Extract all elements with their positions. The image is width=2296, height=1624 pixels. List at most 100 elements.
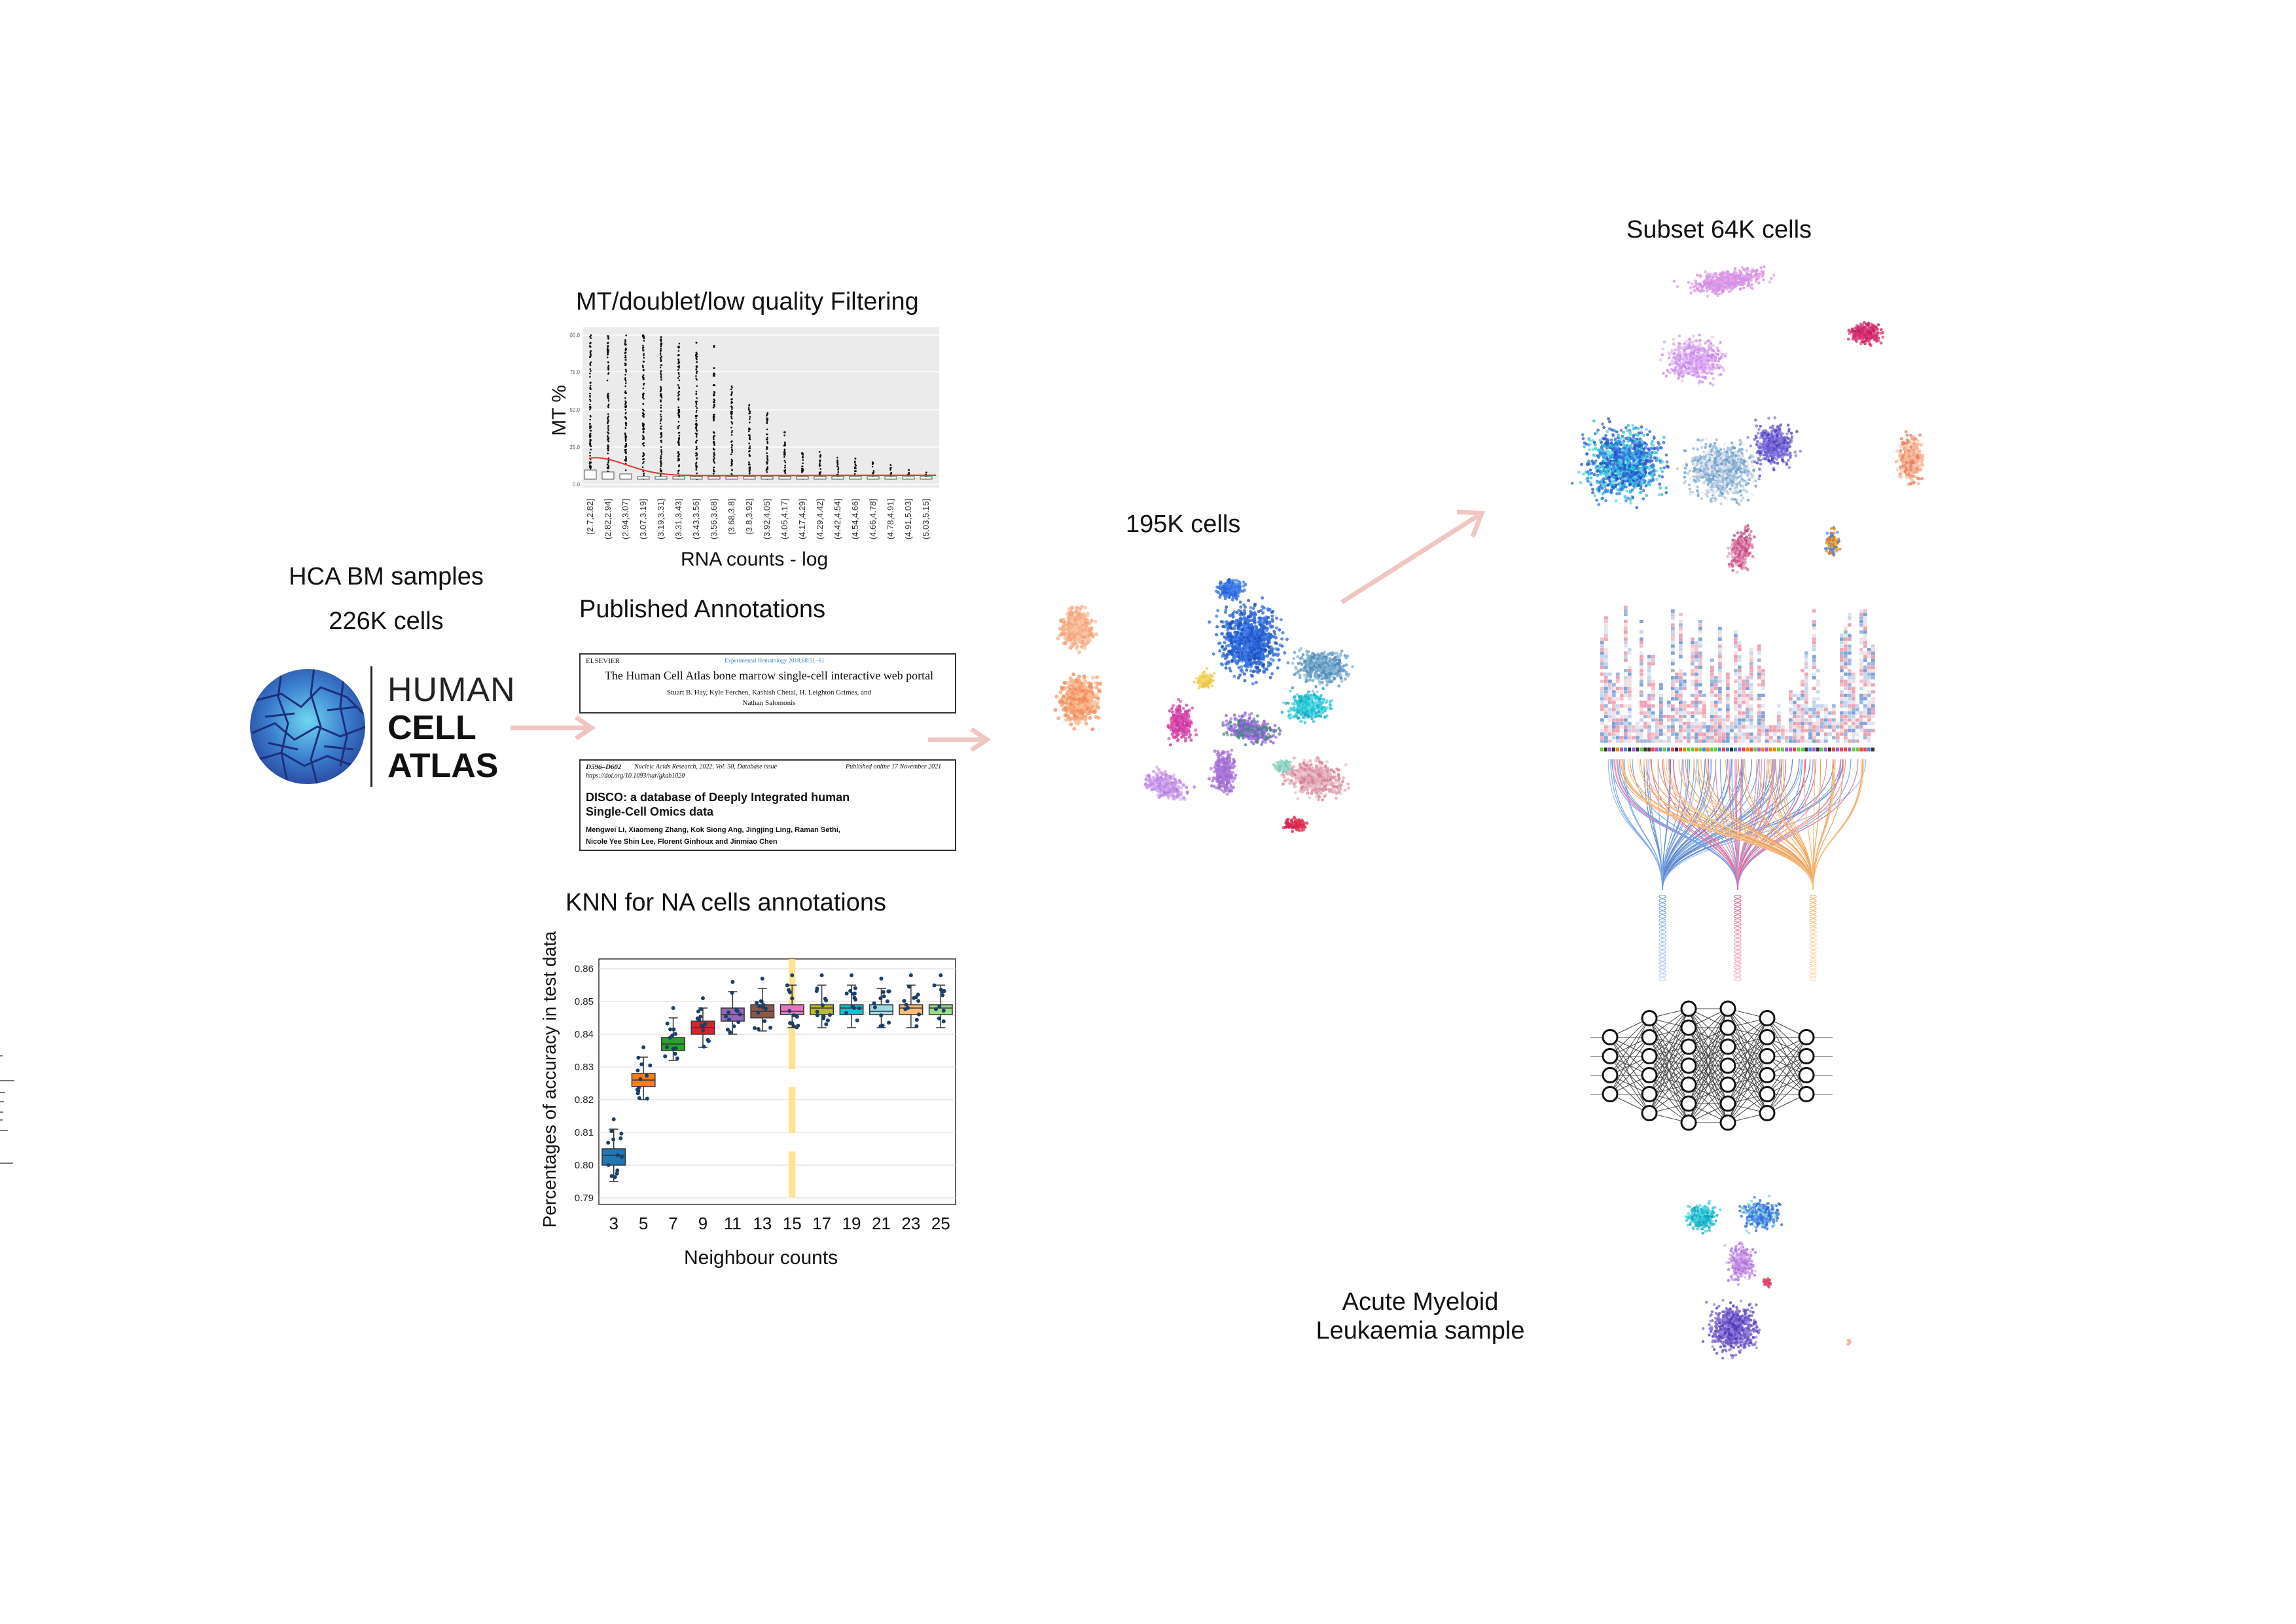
cell-connection-flow (1607, 759, 1867, 981)
knn-box-11 (720, 980, 745, 1035)
mt-xtick: (3.8,3.92] (744, 499, 754, 535)
hca-logo-globe-icon (250, 669, 365, 784)
arrow-annotations-to-umap (928, 727, 992, 752)
knn-outlier (908, 973, 913, 977)
knn-point (699, 1007, 704, 1011)
mt-column (659, 336, 663, 478)
knn-outlier (730, 980, 735, 984)
knn-point (857, 1006, 861, 1011)
knn-point (759, 999, 763, 1003)
umap-cluster (1738, 1195, 1784, 1235)
knn-point (725, 1027, 730, 1032)
knn-point (844, 991, 849, 996)
mt-xtick: (3.92,4.05] (762, 499, 772, 539)
knn-outlier (760, 977, 764, 981)
umap-cluster (1193, 667, 1216, 690)
knn-point (675, 1056, 679, 1060)
knn-box-19 (839, 973, 864, 1028)
knn-point (638, 1077, 643, 1081)
mt-column (624, 334, 628, 480)
knn-point (941, 993, 945, 998)
knn-ytick: 0.86 (575, 964, 594, 975)
umap-cluster (1726, 524, 1756, 574)
knn-box-7 (661, 1006, 686, 1061)
knn-point (885, 999, 889, 1003)
mt-xtick: (4.91,5.03] (903, 499, 913, 539)
knn-plot-frame (598, 958, 956, 1205)
knn-point (732, 1024, 736, 1029)
knn-point (852, 1006, 857, 1011)
knn-point (932, 983, 937, 988)
mt-box (708, 476, 721, 480)
mt-column (712, 344, 716, 478)
knn-point (645, 1074, 649, 1078)
knn-point (853, 986, 857, 990)
knn-point (941, 1009, 946, 1013)
flow-lines (1607, 759, 1867, 891)
knn-point (619, 1131, 624, 1136)
hca-title: HCA BM samples (289, 563, 484, 590)
knn-outlier (671, 1006, 675, 1010)
knn-point (933, 1007, 938, 1011)
knn-point (673, 1046, 678, 1051)
umap-cluster (1659, 333, 1728, 387)
hca-cell-count: 226K cells (329, 607, 444, 635)
knn-point (761, 1003, 766, 1007)
knn-point (609, 1174, 614, 1178)
mt-xtick: (2.82,2.94] (603, 499, 613, 539)
knn-outlier (819, 973, 824, 977)
knn-point (823, 996, 827, 1001)
mt-box (831, 476, 844, 480)
knn-point (695, 1016, 700, 1020)
knn-point (914, 1024, 919, 1028)
knn-title: KNN for NA cells annotations (565, 889, 887, 916)
knn-point (906, 984, 911, 989)
mt-xtick: [2.7,2.82] (585, 499, 595, 534)
knn-point (756, 1010, 761, 1015)
knn-point (788, 1021, 793, 1026)
mt-xtick: (3.31,3.43] (673, 499, 683, 539)
knn-point (615, 1171, 619, 1176)
knn-point (724, 1014, 728, 1019)
knn-point (668, 1027, 673, 1032)
mt-xtick: (4.54,4.66] (850, 499, 860, 539)
umap-cluster (1053, 672, 1102, 732)
expression-heatmap (1600, 605, 1875, 751)
knn-point (726, 1010, 731, 1015)
mt-box (867, 476, 880, 480)
knn-box-17 (810, 973, 834, 1028)
knn-point (698, 1015, 703, 1019)
paper1-journal: Experimental Hematology 2018;68:51−61 (725, 657, 825, 664)
knn-point (879, 1013, 884, 1018)
knn-point (827, 1013, 832, 1017)
paper2-authors-line2: Nicole Yee Shin Lee, Florent Ginhoux and… (586, 838, 778, 846)
mt-xtick: (3.43,3.56] (691, 499, 701, 539)
knn-point (615, 1153, 620, 1157)
knn-point (611, 1137, 616, 1142)
paper2-title-line2: Single-Cell Omics data (586, 805, 714, 818)
knn-point (941, 1019, 946, 1024)
umap-cluster (1894, 430, 1924, 486)
umap-cluster (1272, 759, 1293, 774)
knn-point (887, 1020, 891, 1025)
knn-point (821, 1014, 826, 1019)
mt-box (778, 476, 791, 480)
knn-point (613, 1175, 617, 1180)
knn-outlier (611, 1117, 616, 1121)
knn-point (852, 991, 857, 996)
knn-point (762, 1019, 767, 1024)
knn-point (825, 1018, 830, 1022)
mt-box (796, 476, 809, 480)
umap-cluster (1684, 1199, 1722, 1235)
knn-point (872, 1005, 877, 1009)
hca-logo-divider (370, 666, 372, 787)
knn-point (735, 1009, 740, 1013)
knn-point (886, 989, 891, 994)
knn-point (785, 983, 789, 988)
paper1-publisher: ELSEVIER (586, 657, 620, 665)
mt-box (743, 476, 756, 480)
knn-box-23 (899, 973, 924, 1028)
heatmap-annotation-bar (1600, 748, 1874, 751)
knn-point (787, 1009, 792, 1013)
knn-point (726, 1017, 731, 1022)
